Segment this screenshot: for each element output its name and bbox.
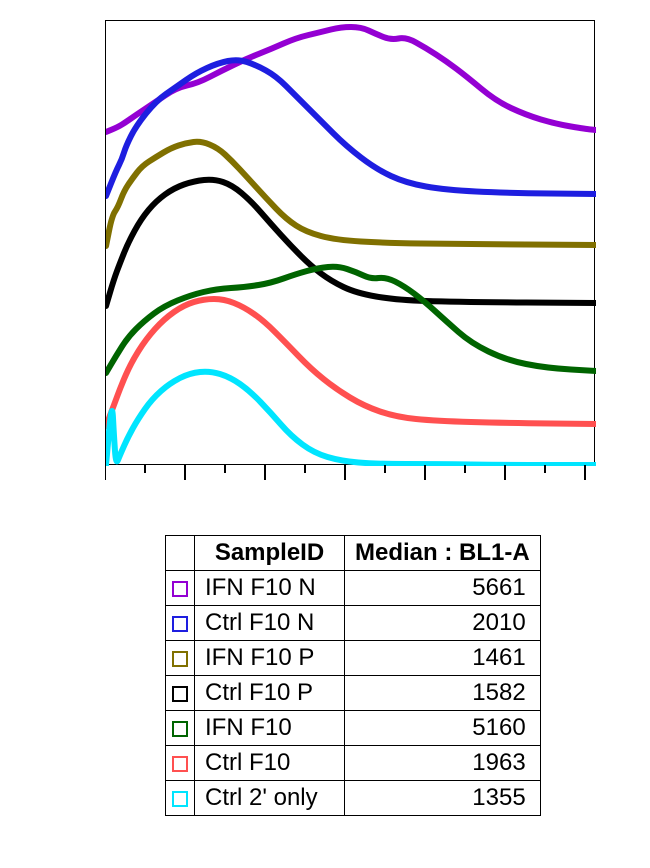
- table-row: IFN F10 N5661: [166, 571, 541, 606]
- histogram-chart: [105, 20, 595, 465]
- table-body: IFN F10 N5661Ctrl F10 N2010IFN F10 P1461…: [166, 571, 541, 816]
- swatch-cell: [166, 746, 195, 781]
- sample-cell: Ctrl F10: [195, 746, 345, 781]
- swatch-cell: [166, 781, 195, 816]
- curve-ifn-f10: [106, 267, 596, 373]
- data-table: SampleID Median : BL1-A IFN F10 N5661Ctr…: [165, 535, 541, 816]
- sample-header: SampleID: [195, 536, 345, 571]
- swatch-header: [166, 536, 195, 571]
- table-row: Ctrl F10 P1582: [166, 676, 541, 711]
- color-swatch: [172, 791, 188, 807]
- median-cell: 1582: [345, 676, 541, 711]
- sample-cell: IFN F10 N: [195, 571, 345, 606]
- curve-ctrl-2-only: [106, 372, 596, 465]
- sample-cell: Ctrl F10 P: [195, 676, 345, 711]
- median-cell: 1963: [345, 746, 541, 781]
- curve-ifn-f10-n: [106, 27, 596, 132]
- table-row: IFN F10 P1461: [166, 641, 541, 676]
- sample-cell: Ctrl F10 N: [195, 606, 345, 641]
- median-cell: 5160: [345, 711, 541, 746]
- color-swatch: [172, 756, 188, 772]
- median-cell: 2010: [345, 606, 541, 641]
- table-row: Ctrl F101963: [166, 746, 541, 781]
- table-row: IFN F105160: [166, 711, 541, 746]
- table-header-row: SampleID Median : BL1-A: [166, 536, 541, 571]
- swatch-cell: [166, 711, 195, 746]
- median-cell: 1461: [345, 641, 541, 676]
- curves-svg: [106, 21, 596, 466]
- swatch-cell: [166, 676, 195, 711]
- color-swatch: [172, 651, 188, 667]
- sample-cell: IFN F10: [195, 711, 345, 746]
- color-swatch: [172, 616, 188, 632]
- swatch-cell: [166, 606, 195, 641]
- curve-ctrl-f10-n: [106, 60, 596, 196]
- sample-cell: IFN F10 P: [195, 641, 345, 676]
- median-cell: 5661: [345, 571, 541, 606]
- median-cell: 1355: [345, 781, 541, 816]
- median-header: Median : BL1-A: [345, 536, 541, 571]
- swatch-cell: [166, 641, 195, 676]
- data-table-wrap: SampleID Median : BL1-A IFN F10 N5661Ctr…: [165, 535, 541, 816]
- sample-cell: Ctrl 2' only: [195, 781, 345, 816]
- x-axis-ticks: [105, 465, 595, 483]
- table-row: Ctrl F10 N2010: [166, 606, 541, 641]
- swatch-cell: [166, 571, 195, 606]
- color-swatch: [172, 721, 188, 737]
- table-row: Ctrl 2' only1355: [166, 781, 541, 816]
- color-swatch: [172, 686, 188, 702]
- color-swatch: [172, 581, 188, 597]
